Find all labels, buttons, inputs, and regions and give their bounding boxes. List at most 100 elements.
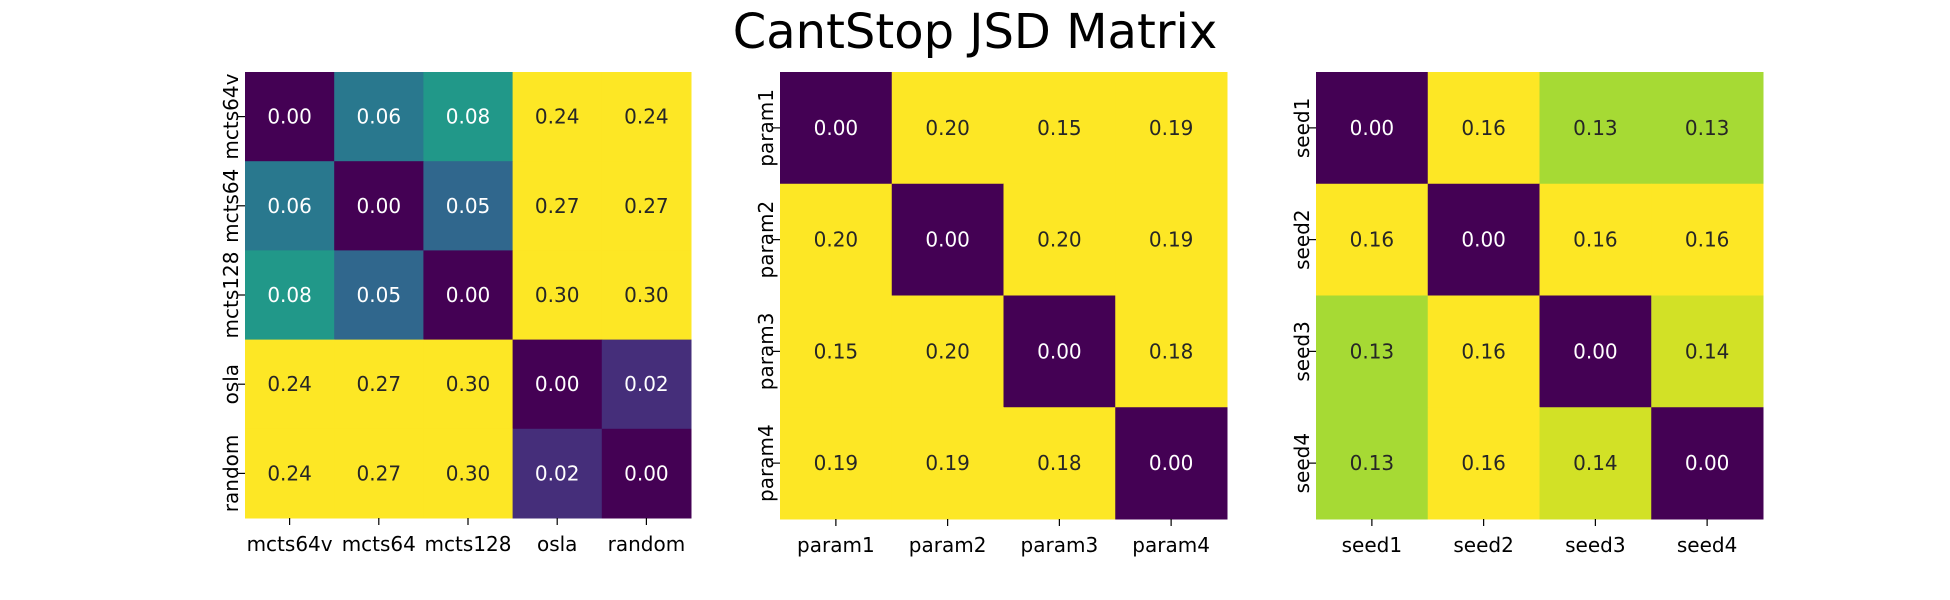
figure-title: CantStop JSD Matrix xyxy=(732,4,1218,60)
cell-value-label: 0.15 xyxy=(814,339,859,363)
x-tick-label: param1 xyxy=(797,533,875,557)
cell-value-label: 0.24 xyxy=(535,105,580,129)
cell-value-label: 0.05 xyxy=(446,194,491,218)
cell-value-label: 0.16 xyxy=(1350,228,1395,252)
x-tick-label: seed2 xyxy=(1453,533,1513,557)
heatmap-cell xyxy=(891,407,1004,520)
cell-value-label: 0.30 xyxy=(446,461,491,485)
cell-value-label: 0.13 xyxy=(1350,339,1395,363)
x-tick-label: seed1 xyxy=(1342,533,1402,557)
heatmap-cell xyxy=(1316,295,1429,408)
y-tick-label: osla xyxy=(219,364,243,404)
y-tick-label: mcts128 xyxy=(219,252,243,339)
cell-value-label: 0.00 xyxy=(446,283,491,307)
heatmap-cell xyxy=(1115,407,1228,520)
cell-value-label: 0.13 xyxy=(1350,451,1395,475)
cell-value-label: 0.20 xyxy=(925,116,970,140)
cell-value-label: 0.00 xyxy=(1037,339,1082,363)
cell-value-label: 0.16 xyxy=(1461,451,1506,475)
heatmap-cell xyxy=(512,250,603,341)
cell-value-label: 0.27 xyxy=(357,372,402,396)
cell-value-label: 0.20 xyxy=(925,339,970,363)
x-tick-label: param3 xyxy=(1021,533,1099,557)
heatmap-cell xyxy=(1115,295,1228,408)
heatmap-cell xyxy=(1003,295,1116,408)
x-tick-label: seed4 xyxy=(1677,533,1737,557)
cell-value-label: 0.27 xyxy=(535,194,580,218)
heatmap-cell xyxy=(1539,72,1652,185)
heatmap-cell xyxy=(1539,407,1652,520)
heatmap-cell xyxy=(245,250,335,341)
heatmap-cell xyxy=(245,339,335,430)
cell-value-label: 0.00 xyxy=(357,194,402,218)
heatmap-cell xyxy=(512,339,603,430)
cell-value-label: 0.00 xyxy=(267,105,312,129)
heatmap-cell xyxy=(780,295,893,408)
cell-value-label: 0.15 xyxy=(1037,116,1082,140)
cell-value-label: 0.30 xyxy=(446,372,491,396)
heatmap-cell xyxy=(334,250,424,341)
x-tick-label: mcts64v xyxy=(247,532,333,556)
cell-value-label: 0.16 xyxy=(1461,339,1506,363)
cell-value-label: 0.05 xyxy=(357,283,402,307)
cell-value-label: 0.20 xyxy=(1037,228,1082,252)
y-tick-label: param4 xyxy=(754,424,778,502)
heatmap-cell xyxy=(1316,72,1429,185)
cell-value-label: 0.00 xyxy=(535,372,580,396)
heatmap-cell xyxy=(1427,72,1540,185)
heatmap-cell xyxy=(891,72,1004,185)
heatmap-cell xyxy=(1316,407,1429,520)
heatmap-cell xyxy=(1003,407,1116,520)
heatmap-cell xyxy=(601,250,692,341)
y-tick-label: seed1 xyxy=(1290,98,1314,158)
heatmap-cell xyxy=(334,161,424,251)
cell-value-label: 0.06 xyxy=(267,194,312,218)
heatmap-cell xyxy=(334,428,424,519)
heatmap-cell xyxy=(245,161,335,251)
heatmap-cell xyxy=(423,250,514,341)
cell-value-label: 0.27 xyxy=(624,194,669,218)
cell-value-label: 0.14 xyxy=(1685,339,1730,363)
heatmap-cell xyxy=(423,428,514,519)
cell-value-label: 0.02 xyxy=(535,461,580,485)
heatmap-1: 0.00 0.06 0.08 0.24 0.24 0.06 0.00 0.05 0.27 0.27… xyxy=(219,72,692,556)
heatmap-cell xyxy=(601,72,692,162)
heatmap-cell xyxy=(1427,183,1540,296)
y-tick-label: mcts64v xyxy=(219,73,243,159)
heatmap-cell xyxy=(601,428,692,519)
x-tick-label: seed3 xyxy=(1565,533,1625,557)
heatmap-cell xyxy=(1316,183,1429,296)
heatmap-cell xyxy=(1651,295,1764,408)
y-tick-label: mcts64 xyxy=(219,169,243,243)
heatmap-cell xyxy=(1427,407,1540,520)
cell-value-label: 0.18 xyxy=(1149,339,1194,363)
cell-value-label: 0.19 xyxy=(814,451,859,475)
y-tick-label: seed4 xyxy=(1290,433,1314,493)
x-tick-label: param2 xyxy=(909,533,987,557)
cell-value-label: 0.00 xyxy=(1685,451,1730,475)
cell-value-label: 0.30 xyxy=(535,283,580,307)
heatmap-cell xyxy=(334,72,424,162)
cell-value-label: 0.20 xyxy=(814,228,859,252)
cell-value-label: 0.16 xyxy=(1685,228,1730,252)
cell-value-label: 0.16 xyxy=(1573,228,1618,252)
y-tick-label: random xyxy=(219,435,243,513)
heatmap-cell xyxy=(1003,183,1116,296)
cell-value-label: 0.13 xyxy=(1573,116,1618,140)
heatmap-cell xyxy=(245,72,335,162)
y-tick-label: seed2 xyxy=(1290,209,1314,269)
heatmap-cell xyxy=(423,161,514,251)
cell-value-label: 0.19 xyxy=(1149,228,1194,252)
cell-value-label: 0.19 xyxy=(925,451,970,475)
heatmap-cell xyxy=(1003,72,1116,185)
cell-value-label: 0.00 xyxy=(1461,228,1506,252)
heatmap-cell xyxy=(512,161,603,251)
cell-value-label: 0.08 xyxy=(446,105,491,129)
heatmap-cell xyxy=(1115,72,1228,185)
cell-value-label: 0.14 xyxy=(1573,451,1618,475)
heatmap-cell xyxy=(780,72,893,185)
x-tick-label: param4 xyxy=(1132,533,1210,557)
heatmap-cell xyxy=(423,72,514,162)
x-tick-label: random xyxy=(608,532,686,556)
